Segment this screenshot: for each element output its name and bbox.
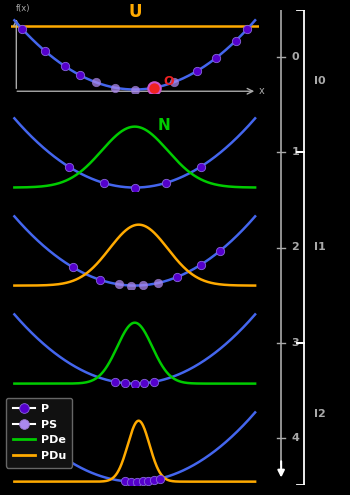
Text: I2: I2 [314, 409, 326, 419]
Text: 4: 4 [291, 433, 299, 443]
Text: I0: I0 [314, 76, 326, 86]
Text: 3: 3 [291, 338, 299, 347]
Text: 0: 0 [291, 52, 299, 62]
Text: U: U [128, 3, 141, 21]
Text: I1: I1 [314, 243, 326, 252]
Text: N: N [158, 118, 171, 133]
Text: O: O [164, 75, 175, 88]
Text: 2: 2 [291, 243, 299, 252]
Text: x: x [258, 86, 264, 96]
Text: f(x): f(x) [16, 4, 31, 13]
Legend: P, PS, PDe, PDu: P, PS, PDe, PDu [6, 397, 72, 468]
Text: 1: 1 [291, 148, 299, 157]
